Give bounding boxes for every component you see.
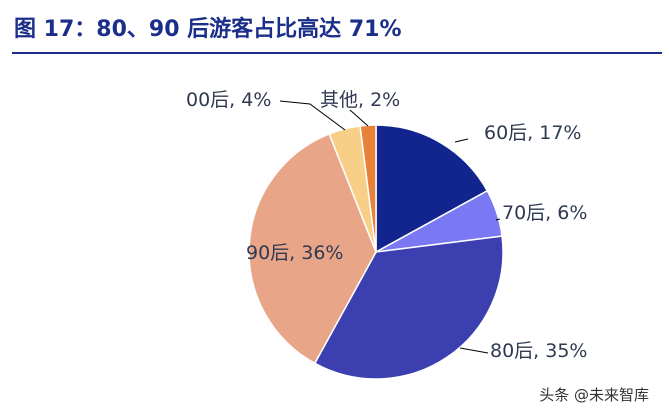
data-label-60后: 60后, 17% <box>484 122 582 144</box>
title-divider <box>12 52 662 54</box>
data-label-其他: 其他, 2% <box>320 89 400 111</box>
data-label-90后: 90后, 36% <box>246 242 344 264</box>
data-label-00后: 00后, 4% <box>186 89 271 111</box>
source-watermark: 头条 @未来智库 <box>535 383 653 406</box>
data-label-80后: 80后, 35% <box>490 340 588 362</box>
leader-line-70后 <box>495 218 501 221</box>
leader-line-00后 <box>279 100 346 131</box>
pie-slice-80后 <box>313 235 504 380</box>
leader-line-其他 <box>349 109 369 127</box>
pie-slice-90后 <box>248 132 377 365</box>
leader-line-60后 <box>454 138 469 143</box>
data-label-70后: 70后, 6% <box>502 202 587 224</box>
leader-line-80后 <box>459 347 489 354</box>
pie-slice-60后 <box>375 124 489 254</box>
figure-title: 图 17：80、90 后游客占比高达 71% <box>14 17 402 42</box>
pie-slice-其他 <box>359 124 377 253</box>
